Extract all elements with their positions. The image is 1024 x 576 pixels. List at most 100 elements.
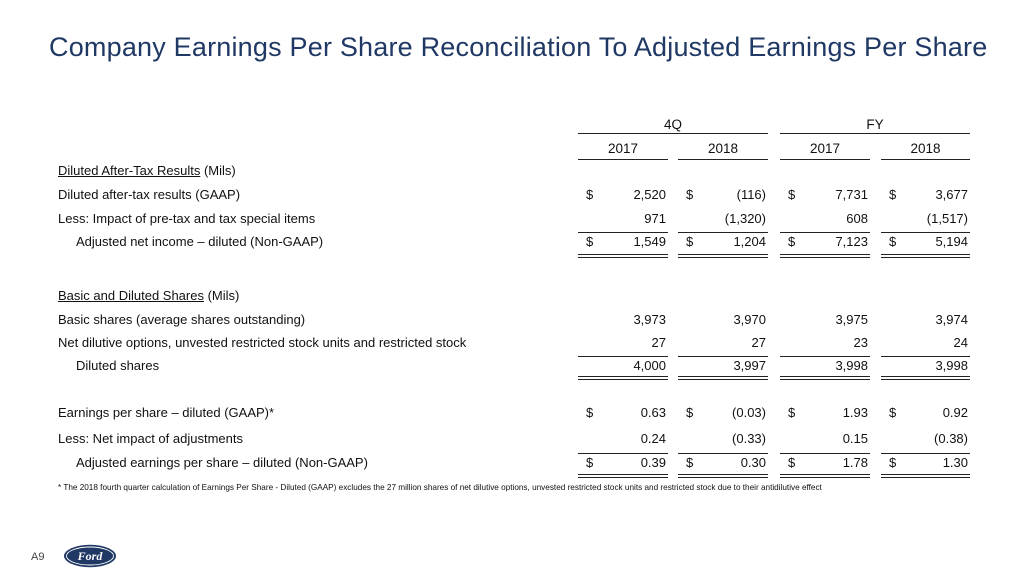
dollar-sign: $ — [586, 234, 594, 249]
ford-logo-icon: Ford — [64, 544, 116, 568]
header-rule-fy — [780, 133, 970, 134]
value-cell-net-dilutive-1: 27 — [586, 335, 666, 351]
value-cell-special-items-1: 971 — [586, 211, 666, 227]
total-rule-double-b-netincome-4 — [881, 257, 970, 258]
cell-value: 27 — [651, 335, 666, 350]
value-cell-eps-gaap-4: $0.92 — [889, 405, 968, 421]
total-rule-top-netincome-2 — [678, 232, 768, 233]
cell-value: 0.39 — [640, 455, 666, 470]
dollar-sign: $ — [686, 405, 694, 420]
total-rule-top-shares-4 — [881, 356, 970, 357]
year-rule-2 — [678, 159, 768, 160]
total-rule-double-a-netincome-4 — [881, 254, 970, 255]
value-cell-net-dilutive-4: 24 — [889, 335, 968, 351]
dollar-sign: $ — [889, 405, 897, 420]
year-rule-4 — [881, 159, 970, 160]
cell-value: 3,677 — [935, 187, 968, 202]
total-rule-double-a-shares-4 — [881, 376, 970, 377]
value-cell-adjusted-eps-2: $0.30 — [686, 455, 766, 471]
footnote: * The 2018 fourth quarter calculation of… — [58, 483, 822, 492]
total-rule-double-a-eps-4 — [881, 474, 970, 475]
value-cell-diluted-after-tax-2: $ (116) — [686, 187, 766, 203]
total-rule-double-a-eps-2 — [678, 474, 768, 475]
cell-value: (0.38) — [934, 431, 968, 446]
value-cell-eps-gaap-2: $ (0.03) — [686, 405, 766, 421]
total-rule-double-b-netincome-3 — [780, 257, 870, 258]
dollar-sign: $ — [889, 455, 897, 470]
cell-value: (0.03) — [732, 405, 766, 420]
value-cell-adjusted-net-income-1: $1,549 — [586, 234, 666, 250]
cell-value: 3,974 — [935, 312, 968, 327]
header-year-fy-2018: 2018 — [910, 141, 941, 156]
section-title-results: Diluted After-Tax Results — [58, 163, 201, 178]
section-unit-shares: (Mils) — [203, 288, 240, 303]
cell-value: 3,970 — [733, 312, 766, 327]
cell-value: 7,123 — [835, 234, 868, 249]
value-cell-net-dilutive-3: 23 — [788, 335, 868, 351]
cell-value: 0.63 — [640, 405, 666, 420]
total-rule-top-shares-2 — [678, 356, 768, 357]
header-fy: FY — [866, 117, 884, 132]
row-label-eps-gaap: Earnings per share – diluted (GAAP)* — [58, 405, 275, 420]
dollar-sign: $ — [788, 187, 796, 202]
cell-value: 3,998 — [835, 358, 868, 373]
cell-value: 0.92 — [942, 405, 968, 420]
ford-logo-text: Ford — [77, 549, 104, 563]
total-rule-double-a-shares-1 — [578, 376, 668, 377]
value-cell-basic-shares-1: 3,973 — [586, 312, 666, 328]
value-cell-adjusted-eps-4: $1.30 — [889, 455, 968, 471]
row-label-adjusted-net-income: Adjusted net income – diluted (Non-GAAP) — [76, 234, 324, 249]
cell-value: 5,194 — [935, 234, 968, 249]
dollar-sign: $ — [586, 455, 594, 470]
value-cell-net-impact-1: 0.24 — [586, 431, 666, 447]
header-4q: 4Q — [663, 117, 682, 132]
total-rule-double-a-netincome-2 — [678, 254, 768, 255]
total-rule-top-shares-1 — [578, 356, 668, 357]
cell-value: 3,998 — [935, 358, 968, 373]
cell-value: 1.93 — [842, 405, 868, 420]
total-rule-double-b-eps-2 — [678, 477, 768, 478]
cell-value: 1.30 — [942, 455, 968, 470]
value-cell-net-impact-2: (0.33) — [686, 431, 766, 447]
row-label-net-dilutive: Net dilutive options, unvested restricte… — [58, 335, 467, 350]
dollar-sign: $ — [586, 405, 594, 420]
cell-value: 608 — [846, 211, 868, 226]
total-rule-double-b-netincome-1 — [578, 257, 668, 258]
section-unit-results: (Mils) — [200, 163, 236, 178]
year-rule-1 — [578, 159, 668, 160]
cell-value: 3,975 — [835, 312, 868, 327]
cell-value: 3,997 — [733, 358, 766, 373]
value-cell-basic-shares-3: 3,975 — [788, 312, 868, 328]
total-rule-double-b-shares-4 — [881, 379, 970, 380]
value-cell-net-impact-4: (0.38) — [889, 431, 968, 447]
total-rule-top-netincome-1 — [578, 232, 668, 233]
dollar-sign: $ — [686, 234, 694, 249]
cell-value: 23 — [853, 335, 868, 350]
dollar-sign: $ — [788, 405, 796, 420]
cell-value: (1,517) — [926, 211, 968, 226]
total-rule-double-b-eps-4 — [881, 477, 970, 478]
section-heading-results: Diluted After-Tax Results (Mils) — [58, 163, 236, 178]
value-cell-basic-shares-2: 3,970 — [686, 312, 766, 328]
total-rule-top-eps-2 — [678, 453, 768, 454]
value-cell-special-items-3: 608 — [788, 211, 868, 227]
dollar-sign: $ — [889, 187, 897, 202]
value-cell-eps-gaap-1: $0.63 — [586, 405, 666, 421]
row-label-special-items: Less: Impact of pre-tax and tax special … — [58, 211, 316, 226]
cell-value: (1,320) — [724, 211, 766, 226]
row-label-basic-shares: Basic shares (average shares outstanding… — [58, 312, 306, 327]
page-number: A9 — [31, 551, 45, 563]
cell-value: 27 — [751, 335, 766, 350]
value-cell-diluted-shares-1: 4,000 — [586, 358, 666, 374]
dollar-sign: $ — [686, 187, 694, 202]
value-cell-adjusted-net-income-3: $7,123 — [788, 234, 868, 250]
value-cell-adjusted-eps-3: $1.78 — [788, 455, 868, 471]
section-title-shares: Basic and Diluted Shares — [58, 288, 204, 303]
cell-value: 0.15 — [842, 431, 868, 446]
row-label-diluted-after-tax: Diluted after-tax results (GAAP) — [58, 187, 241, 202]
value-cell-diluted-shares-3: 3,998 — [788, 358, 868, 374]
cell-value: 7,731 — [835, 187, 868, 202]
header-year-4q-2017: 2017 — [607, 141, 639, 156]
cell-value: 0.30 — [740, 455, 766, 470]
cell-value: 2,520 — [633, 187, 666, 202]
